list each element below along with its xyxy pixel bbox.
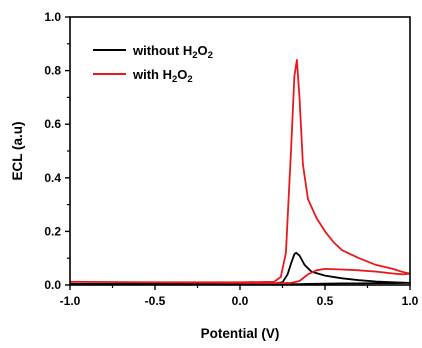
- x-axis-title: Potential (V): [201, 326, 280, 341]
- x-tick-label-0: -1.0: [60, 294, 81, 308]
- legend-label-1: with H2O2: [132, 67, 193, 85]
- y-axis-title: ECL (a.u): [10, 121, 25, 180]
- plot-frame: [69, 16, 411, 286]
- x-tick-label-3: 0.5: [317, 294, 334, 308]
- x-tick-label-4: 1.0: [402, 294, 419, 308]
- y-tick-label-0: 0.0: [44, 278, 61, 292]
- x-tick-label-2: 0.0: [232, 294, 249, 308]
- y-tick-label-2: 0.4: [44, 171, 61, 185]
- ticks-layer: [65, 16, 411, 290]
- x-tick-label-1: -0.5: [145, 294, 166, 308]
- y-tick-label-1: 0.2: [44, 224, 61, 238]
- y-tick-label-4: 0.8: [44, 64, 61, 78]
- y-tick-label-3: 0.6: [44, 117, 61, 131]
- legend: without H2O2 with H2O2: [93, 43, 213, 85]
- labels-layer: -1.0 -0.5 0.0 0.5 1.0 0.0 0.2 0.4 0.6 0.8 1.0: [44, 10, 418, 308]
- y-tick-label-5: 1.0: [44, 10, 61, 24]
- series-layer: [69, 59, 411, 286]
- series-line-1: [69, 59, 411, 284]
- legend-label-0: without H2O2: [132, 43, 213, 61]
